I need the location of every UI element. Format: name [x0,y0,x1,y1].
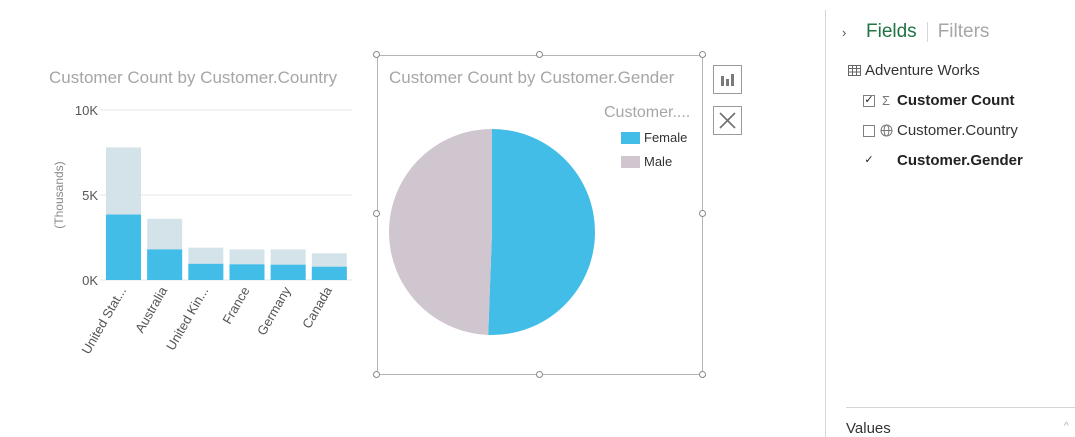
expand-arrow-icon[interactable]: › [842,24,847,40]
pie-slice-female [488,129,595,335]
legend-item-female[interactable]: Female [621,130,687,145]
y-tick-label: 10K [75,103,98,118]
field-label: Customer.Gender [897,152,1023,169]
legend-swatch-male [621,155,640,168]
tab-separator [926,22,928,42]
resize-handle-top[interactable] [536,51,543,58]
bar [311,266,347,280]
field-label: Customer.Country [897,122,1018,139]
bar [147,249,183,280]
resize-handle-top-left[interactable] [373,51,380,58]
resize-handle-bottom[interactable] [536,371,543,378]
x-tick-label: Australia [132,283,171,335]
pie-slice-male [388,129,492,335]
table-icon [848,65,861,76]
bar [229,264,265,280]
table-adventure-works[interactable]: Adventure Works [848,62,980,79]
y-tick-label: 0K [82,273,98,288]
legend-label-female: Female [644,130,688,145]
globe-icon [879,124,893,137]
pie-chart[interactable] [384,125,600,341]
remove-visual-button[interactable] [713,106,742,135]
y-tick-label: 5K [82,188,98,203]
tab-filters[interactable]: Filters [937,21,990,42]
x-tick-label: Canada [299,283,335,331]
report-canvas: Customer Count by Customer.Country 0K 5K 1… [0,51,742,395]
resize-handle-left[interactable] [373,210,380,217]
bar [188,263,224,280]
resize-handle-bottom-right[interactable] [699,371,706,378]
field-customer-count[interactable]: ✓ Σ Customer Count [863,92,1015,109]
field-label: Customer Count [897,92,1015,109]
checkbox-customer-gender[interactable]: ✓ [864,154,874,166]
legend-item-male[interactable]: Male [621,154,672,169]
field-list-pane: › Fields Filters Adventure Works ✓ Σ Cus… [826,0,1075,437]
resize-handle-top-right[interactable] [699,51,706,58]
legend-title: Customer.... [604,104,691,121]
legend-swatch-female [621,131,640,144]
bar [106,214,141,280]
checkbox-customer-country[interactable] [863,124,875,137]
tab-fields[interactable]: Fields [866,21,917,42]
field-customer-gender[interactable]: ✓ Customer.Gender [863,152,1023,169]
pane-header: › Fields Filters [842,20,989,44]
change-visual-button[interactable] [713,65,742,94]
sigma-icon: Σ [881,93,891,108]
bar-chart-icon [721,74,734,86]
collapse-caret-icon[interactable]: ^ [1064,421,1069,432]
values-divider [846,407,1075,408]
bar [270,264,306,280]
values-area-label: Values [846,420,891,437]
resize-handle-bottom-left[interactable] [373,371,380,378]
pane-divider [825,10,826,437]
pie-chart-title: Customer Count by Customer.Gender [389,68,675,87]
close-icon [719,112,736,129]
resize-handle-right[interactable] [699,210,706,217]
legend-label-male: Male [644,154,673,169]
field-customer-country[interactable]: Customer.Country [863,122,1018,139]
x-tick-label: France [219,284,252,327]
x-tick-label: United Kin... [163,284,211,353]
x-tick-label: United Stat... [79,284,130,357]
bar-chart-title: Customer Count by Customer.Country [49,68,338,87]
checkbox-customer-count[interactable]: ✓ [863,94,875,107]
table-name: Adventure Works [865,62,980,79]
y-axis-label: (Thousands) [52,161,66,228]
x-tick-label: Germany [254,284,294,338]
bar-chart[interactable]: 0K 5K 10K (Thousands) United Stat... Australi… [0,95,370,395]
